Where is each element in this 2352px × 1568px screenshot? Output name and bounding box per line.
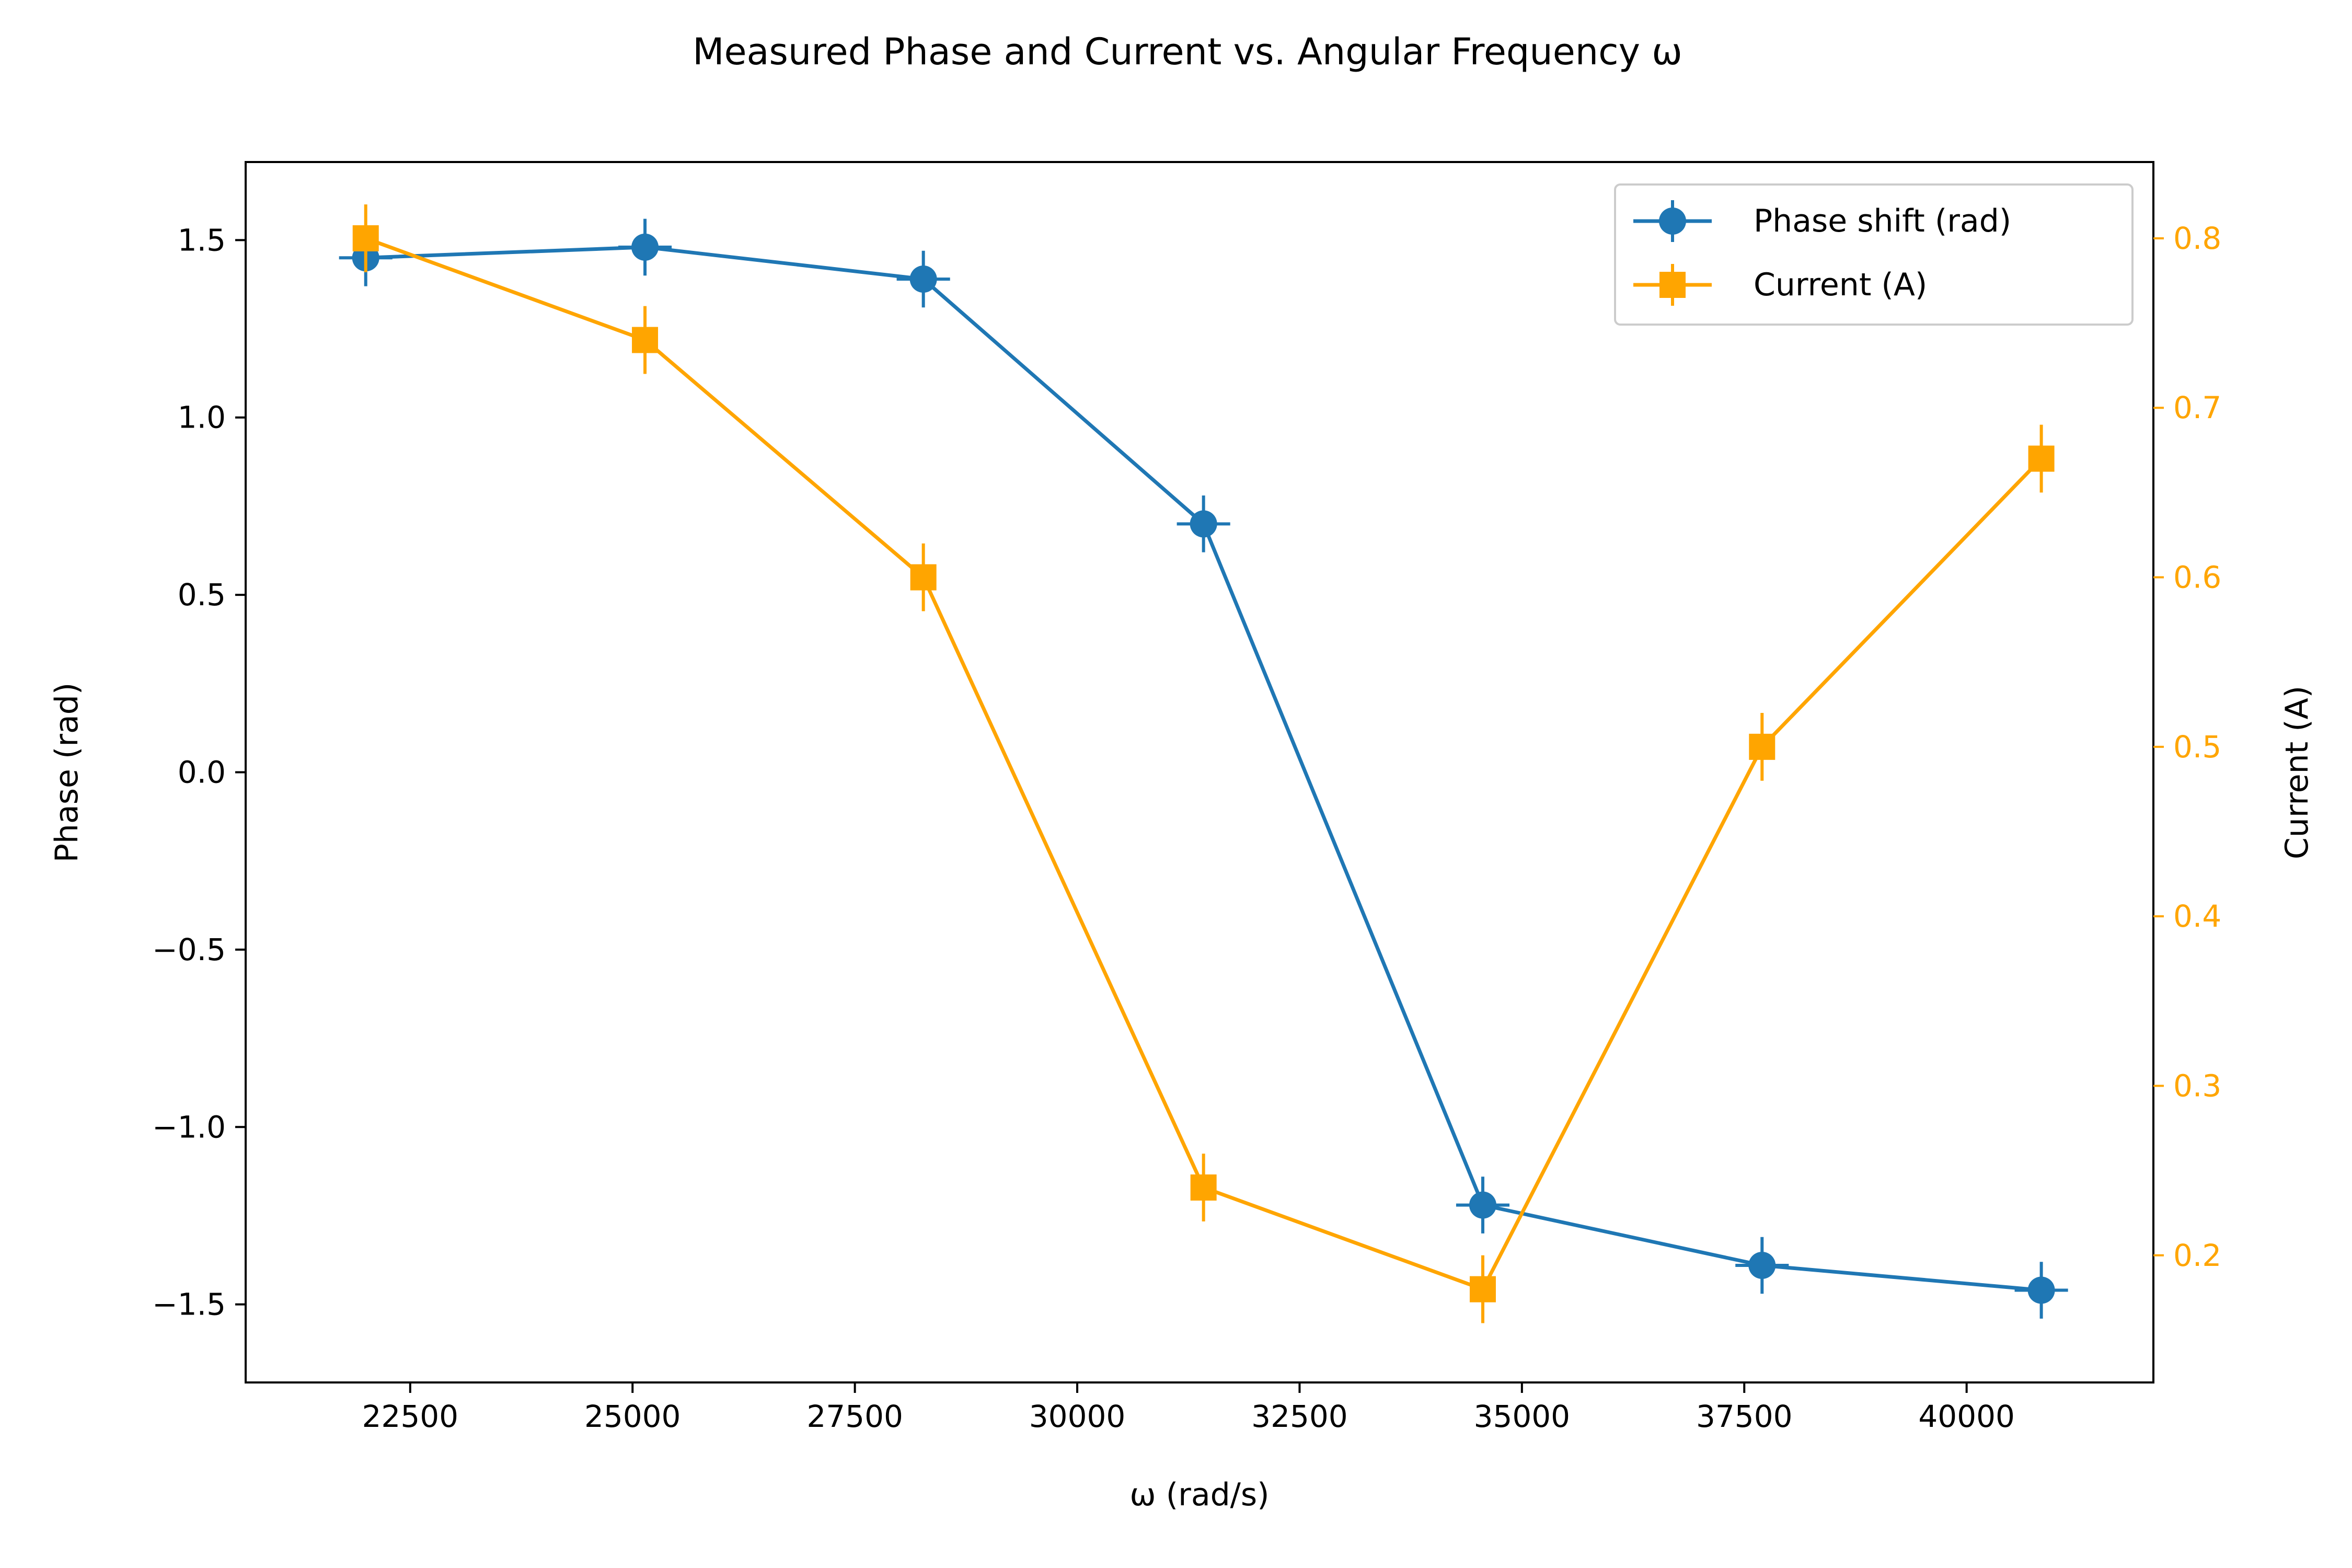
data-point-phase [631,233,659,261]
left-y-tick-label: −0.5 [152,932,226,967]
left-y-tick-label: −1.0 [152,1109,226,1145]
right-y-tick-label: 0.3 [2173,1068,2221,1103]
x-tick-label: 32500 [1251,1399,1348,1434]
data-point-current [910,564,937,591]
data-point-phase [1748,1252,1776,1279]
x-tick-label: 40000 [1918,1399,2015,1434]
data-point-current [1469,1276,1496,1302]
x-tick-label: 35000 [1474,1399,1571,1434]
x-axis-label: ω (rad/s) [1129,1477,1269,1513]
x-tick-label: 25000 [584,1399,681,1434]
series-line-current [365,236,2043,1292]
data-point-phase [2027,1276,2055,1304]
series-layer [339,204,2068,1323]
data-point-current [352,225,379,251]
right-y-axis-ticks: 0.8 0.7 0.6 0.5 0.4 0.3 0.2 [2153,221,2221,1273]
data-point-phase [909,265,937,293]
series-line-phase [365,245,2042,1293]
right-y-tick-label: 0.5 [2173,729,2221,765]
x-tick-label: 37500 [1696,1399,1793,1434]
right-y-tick-label: 0.7 [2173,390,2221,425]
right-y-axis-label: Current (A) [2279,686,2315,859]
legend-phase-marker [1633,200,1712,242]
legend-box [1614,183,2134,326]
legend-circle-marker [1659,207,1686,235]
chart-title: Measured Phase and Current vs. Angular F… [693,30,1682,73]
left-y-axis-label: Phase (rad) [49,683,85,863]
right-y-tick-label: 0.6 [2173,560,2221,595]
data-point-phase [1469,1191,1496,1219]
left-y-tick-label: 0.0 [178,755,226,790]
x-axis-ticks: 22500 25000 27500 30000 32500 35000 37500 40000 [362,1382,2015,1434]
x-tick-label: 22500 [362,1399,459,1434]
left-y-axis-ticks: 1.5 1.0 0.5 0.0 −0.5 −1.0 −1.5 [152,222,246,1322]
legend-label-phase: Phase shift (rad) [1754,203,2011,239]
left-y-tick-label: 1.0 [178,400,226,435]
legend-current-marker [1633,264,1712,306]
right-y-tick-label: 0.2 [2173,1238,2221,1273]
legend-square-marker [1659,272,1686,298]
data-point-current [632,327,659,353]
left-y-tick-label: −1.5 [152,1287,226,1322]
data-point-current [1190,1174,1217,1201]
data-point-phase [1190,510,1217,538]
left-y-tick-label: 0.5 [178,577,226,613]
left-y-tick-label: 1.5 [178,222,226,258]
right-y-tick-label: 0.8 [2173,221,2221,256]
data-point-current [2028,445,2055,472]
right-y-tick-label: 0.4 [2173,898,2221,934]
legend-label-current: Current (A) [1754,267,1927,303]
legend: Phase shift (rad) Current (A) [1614,183,2134,326]
x-tick-label: 30000 [1029,1399,1126,1434]
series-current [352,204,2055,1323]
data-point-current [1749,733,1775,760]
x-tick-label: 27500 [806,1399,903,1434]
